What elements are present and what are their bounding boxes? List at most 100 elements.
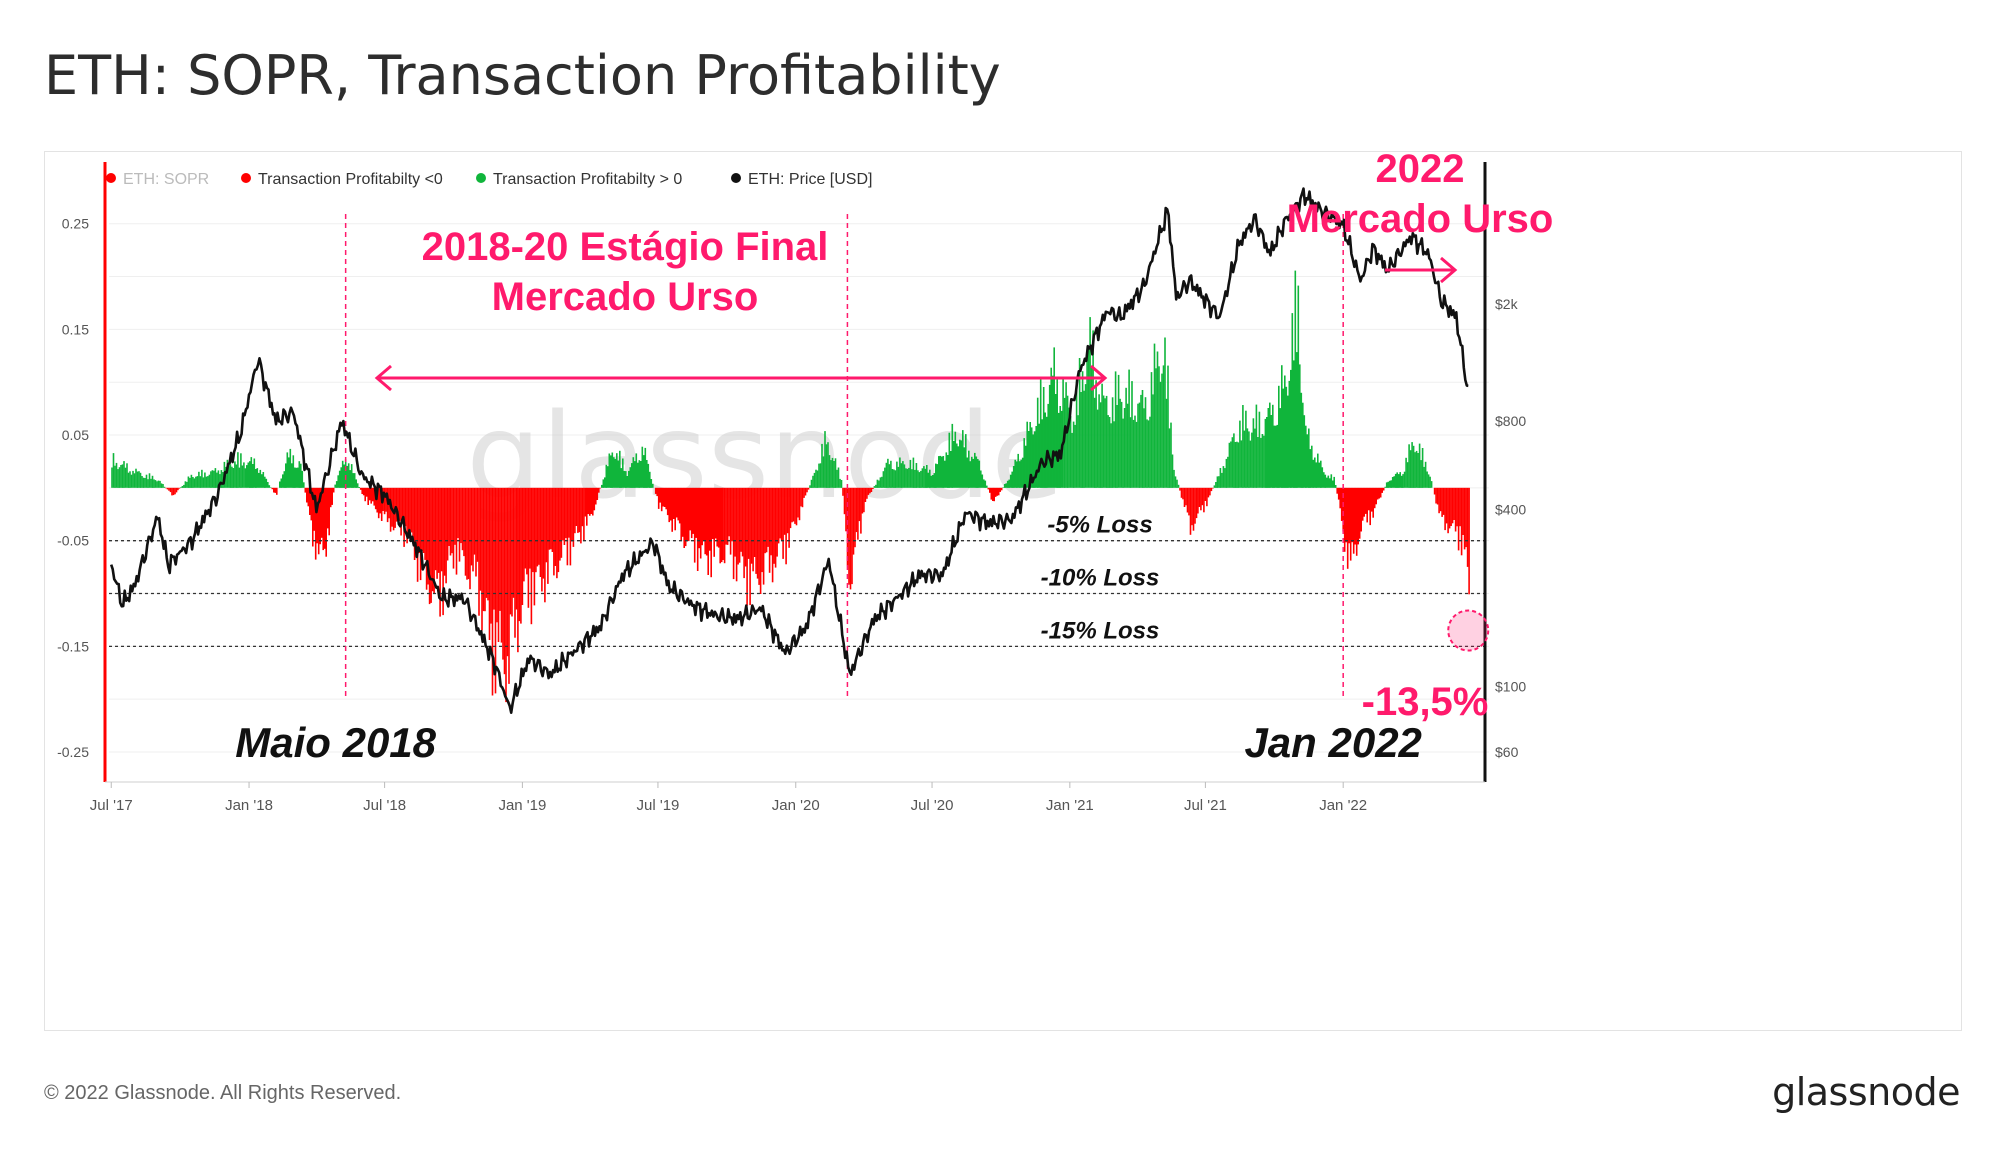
- profitability-bar: [1029, 422, 1031, 488]
- y-left-tick-label: -0.15: [57, 638, 89, 654]
- profitability-bar: [1093, 397, 1096, 488]
- profitability-bar: [849, 487, 852, 590]
- profitability-bar: [1119, 398, 1121, 488]
- profitability-bar: [1230, 441, 1232, 488]
- profitability-bar: [1147, 420, 1150, 488]
- profitability-bar: [716, 487, 718, 547]
- profitability-bar: [897, 466, 900, 488]
- profitability-bar: [812, 475, 814, 488]
- profitability-bar: [385, 487, 387, 512]
- profitability-bar: [448, 487, 450, 546]
- profitability-bar: [220, 470, 223, 488]
- profitability-bar: [169, 487, 172, 493]
- profitability-bar: [705, 487, 708, 556]
- profitability-bar: [1128, 369, 1130, 488]
- profitability-bar: [225, 466, 227, 488]
- profitability-bar: [219, 474, 221, 488]
- profitability-bar: [752, 487, 754, 572]
- profitability-bar: [878, 480, 880, 488]
- x-tick-label: Jan '20: [772, 797, 820, 814]
- profitability-bar: [911, 469, 913, 488]
- profitability-bar: [947, 455, 949, 488]
- profitability-bar: [586, 487, 588, 526]
- profitability-bar: [285, 463, 287, 488]
- profitability-bar: [1284, 375, 1286, 488]
- profitability-bar: [241, 465, 244, 488]
- profitability-bar: [234, 461, 236, 488]
- profitability-bar: [671, 487, 673, 532]
- profitability-bar: [1038, 423, 1040, 488]
- profitability-bar: [163, 486, 166, 488]
- profitability-bar: [595, 487, 597, 505]
- x-tick-label: Jan '19: [498, 797, 546, 814]
- profitability-bar: [643, 455, 645, 488]
- profitability-bar: [986, 485, 988, 488]
- legend-dot: [731, 173, 741, 183]
- profitability-bar: [231, 466, 233, 488]
- profitability-bar: [891, 469, 894, 488]
- profitability-bar: [247, 462, 250, 488]
- profitability-bar: [749, 487, 751, 606]
- profitability-bar: [610, 455, 612, 488]
- profitability-bar: [126, 463, 128, 488]
- profitability-bar: [1225, 458, 1228, 488]
- profitability-bar: [867, 487, 870, 495]
- profitability-bar: [165, 487, 167, 489]
- profitability-bar: [640, 461, 642, 488]
- y-right-tick-label: $60: [1495, 744, 1519, 760]
- profitability-bar: [1278, 385, 1280, 488]
- profitability-bar: [1405, 457, 1407, 488]
- profitability-bar: [840, 480, 843, 488]
- profitability-bar: [300, 463, 302, 488]
- profitability-bar: [740, 487, 742, 552]
- profitability-bar: [1083, 390, 1085, 488]
- profitability-bar: [794, 487, 796, 524]
- profitability-bar: [168, 487, 170, 491]
- profitability-bar: [1444, 487, 1446, 531]
- chart-frame: ETH: SOPR Transaction Profitabilty <0 Tran…: [44, 151, 1962, 1031]
- profitability-bar: [347, 463, 350, 488]
- threshold-lines: -5% Loss -10% Loss -15% Loss: [109, 512, 1489, 647]
- profitability-bar: [1030, 427, 1033, 488]
- y-right-tick-label: $400: [1495, 502, 1526, 518]
- profitability-bar: [1183, 487, 1186, 507]
- profitability-bar: [1236, 441, 1238, 488]
- profitability-bar: [809, 485, 811, 488]
- profitability-bar: [788, 487, 790, 548]
- profitability-bar: [1014, 459, 1016, 488]
- profitability-bar: [258, 472, 260, 488]
- profitability-bar: [130, 474, 133, 488]
- profitability-bar: [373, 487, 375, 506]
- profitability-bar: [777, 487, 780, 544]
- profitability-bar: [677, 487, 679, 521]
- profitability-bar: [578, 487, 581, 533]
- profitability-bar: [684, 487, 687, 547]
- profitability-bar: [938, 456, 940, 488]
- profitability-bar: [123, 461, 125, 488]
- profitability-bar: [1324, 474, 1327, 488]
- profitability-bar: [1165, 398, 1168, 488]
- profitability-bar: [542, 487, 545, 579]
- profitability-bar: [737, 487, 739, 565]
- profitability-bar: [562, 487, 564, 541]
- profitability-bar: [888, 464, 891, 488]
- profitability-bar: [1120, 401, 1123, 488]
- profitability-bar: [1099, 402, 1102, 488]
- profitability-bar: [872, 487, 874, 489]
- profitability-bar: [437, 487, 440, 573]
- profitability-bar: [364, 487, 366, 502]
- profitability-bar: [416, 487, 419, 582]
- profitability-bar: [1198, 487, 1201, 507]
- profitability-bar: [735, 487, 738, 582]
- profitability-bar: [1090, 367, 1093, 488]
- profitability-bar: [993, 487, 995, 502]
- profitability-bar: [214, 468, 217, 488]
- profitability-bar: [959, 439, 961, 488]
- profitability-bar: [660, 487, 663, 512]
- profitability-bar: [256, 468, 259, 488]
- profitability-bar: [1042, 387, 1045, 488]
- profitability-bar: [741, 487, 744, 557]
- profitability-bar: [1249, 440, 1252, 488]
- profitability-bar: [1302, 402, 1304, 488]
- profitability-bar: [1152, 394, 1154, 488]
